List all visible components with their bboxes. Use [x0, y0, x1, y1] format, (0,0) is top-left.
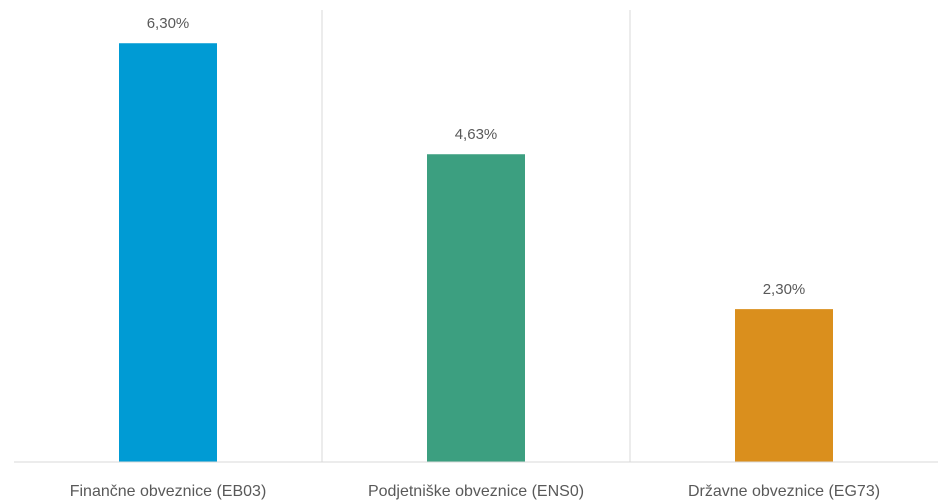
bar-value-label: 4,63%: [455, 126, 498, 143]
chart-category-labels: Finančne obveznice (EB03) Podjetniške obv…: [70, 483, 880, 500]
category-label: Državne obveznice (EG73): [688, 483, 880, 500]
chart-gridlines: [321, 10, 631, 462]
bar-3: [735, 309, 833, 462]
category-label: Finančne obveznice (EB03): [70, 483, 267, 500]
bar-2: [427, 154, 525, 462]
bar-value-label: 2,30%: [763, 281, 806, 298]
bar-value-label: 6,30%: [147, 15, 190, 32]
chart-data-labels: 6,30% 4,63% 2,30%: [147, 15, 806, 298]
category-label: Podjetniške obveznice (ENS0): [368, 483, 584, 500]
bar-1: [119, 43, 217, 463]
chart-bars: [119, 43, 833, 463]
